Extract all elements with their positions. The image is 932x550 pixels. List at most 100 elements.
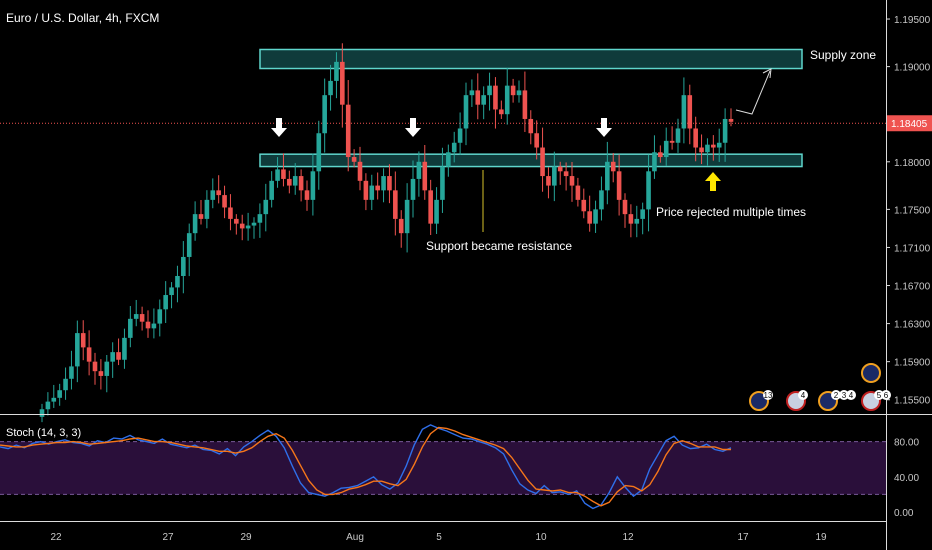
candle-body xyxy=(610,161,616,172)
event-badge-icon xyxy=(861,363,881,383)
candle-body xyxy=(487,85,492,96)
down-arrow-icon xyxy=(596,118,612,137)
candle-body xyxy=(304,190,310,200)
price-tick-label: 1.17100 xyxy=(894,243,931,254)
candle-body xyxy=(169,287,174,296)
candle-body xyxy=(581,199,587,212)
candle-body xyxy=(122,337,127,360)
candle-body xyxy=(357,161,363,181)
candle-body xyxy=(204,199,210,219)
price-tick-label: 1.19500 xyxy=(894,15,931,26)
candle-body xyxy=(163,295,168,310)
event-count-label: 6 xyxy=(884,391,889,400)
candle-body xyxy=(457,128,463,143)
candle-body xyxy=(104,361,110,376)
stoch-tick-label: 0.00 xyxy=(894,508,914,519)
time-tick-label: 5 xyxy=(436,532,442,543)
candle-body xyxy=(157,309,163,324)
up-arrow-icon xyxy=(705,172,721,191)
candle-body xyxy=(510,85,516,96)
candle-body xyxy=(369,185,375,200)
candle-body xyxy=(322,95,327,134)
event-count-bubble xyxy=(881,390,891,400)
candle-body xyxy=(410,178,416,200)
candle-body xyxy=(587,211,592,224)
price-pane[interactable] xyxy=(0,43,886,423)
time-tick-label: 27 xyxy=(162,532,174,543)
candle-body xyxy=(51,397,57,402)
candle-body xyxy=(63,378,68,391)
event-count-bubble xyxy=(874,390,884,400)
candle-body xyxy=(269,180,274,200)
event-count-label: 13 xyxy=(764,391,773,400)
candle-body xyxy=(80,333,86,348)
candle-body xyxy=(481,95,486,105)
candle-body xyxy=(39,409,45,417)
stoch-d-line xyxy=(0,426,731,507)
candle-body xyxy=(422,161,428,191)
candle-body xyxy=(693,128,698,148)
candle-body xyxy=(198,214,204,219)
time-tick-label: 12 xyxy=(622,532,634,543)
candle-body xyxy=(234,218,239,224)
candle-body xyxy=(557,166,563,172)
candle-body xyxy=(646,171,651,210)
time-tick-label: 29 xyxy=(240,532,252,543)
candle-body xyxy=(69,366,74,379)
candle-body xyxy=(316,133,322,172)
candle-body xyxy=(522,90,528,119)
candle-body xyxy=(640,209,645,219)
candle-body xyxy=(722,118,728,143)
candle-body xyxy=(281,169,286,179)
candle-body xyxy=(375,185,380,191)
event-count-label: 2 xyxy=(834,391,839,400)
candle-body xyxy=(546,176,551,186)
price-tick-label: 1.19000 xyxy=(894,63,931,74)
candle-body xyxy=(393,190,398,219)
candle-body xyxy=(475,90,481,105)
candle-body xyxy=(658,152,663,158)
candle-body xyxy=(116,352,121,360)
event-count-label: 4 xyxy=(849,391,854,400)
candle-body xyxy=(145,321,151,329)
candle-body xyxy=(363,180,369,200)
candle-body xyxy=(245,225,251,229)
candle-body xyxy=(446,152,451,167)
candle-body xyxy=(210,190,216,200)
stoch-pane[interactable] xyxy=(0,424,886,510)
candle-body xyxy=(499,109,504,115)
candle-body xyxy=(334,61,339,81)
price-tick-label: 1.15900 xyxy=(894,358,931,369)
price-tick-label: 1.16300 xyxy=(894,320,931,331)
candle-body xyxy=(328,80,333,96)
candle-body xyxy=(345,104,351,158)
candle-body xyxy=(416,161,422,179)
candle-body xyxy=(516,90,522,96)
stoch-label: Stoch (14, 3, 3) xyxy=(6,427,81,439)
candle-body xyxy=(275,169,280,181)
event-count-label: 4 xyxy=(801,391,806,400)
candle-body xyxy=(310,171,316,200)
candle-body xyxy=(45,401,51,410)
down-arrow-icon xyxy=(405,118,421,137)
candle-body xyxy=(186,233,192,257)
candle-body xyxy=(463,95,469,129)
candle-body xyxy=(687,95,693,129)
candle-body xyxy=(292,176,298,186)
candle-body xyxy=(628,214,634,224)
candle-body xyxy=(669,140,675,143)
price-rejected-label: Price rejected multiple times xyxy=(656,205,806,219)
time-tick-label: 17 xyxy=(737,532,749,543)
candle-body xyxy=(387,176,392,191)
event-count-bubble xyxy=(846,390,856,400)
candle-body xyxy=(139,314,145,322)
candle-body xyxy=(716,142,722,148)
time-tick-label: Aug xyxy=(346,532,364,543)
time-tick-label: 19 xyxy=(815,532,827,543)
event-count-bubble xyxy=(798,390,808,400)
last-price-label: 1.18405 xyxy=(891,119,928,130)
candle-body xyxy=(381,176,386,191)
candle-body xyxy=(222,195,227,208)
event-count-label: 5 xyxy=(877,391,882,400)
